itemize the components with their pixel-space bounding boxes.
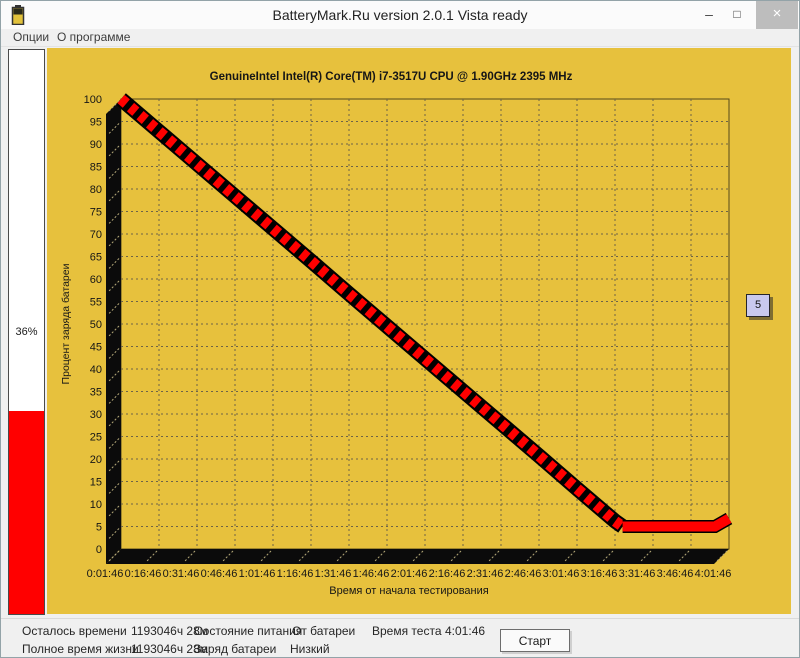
series-mark-5[interactable]: 5 — [746, 294, 770, 317]
battery-discharge-chart: 0 5 10 15 20 25 30 35 40 45 50 55 60 65 70 75 80 85 90 95 10… — [60, 71, 733, 597]
svg-text:2:16:46: 2:16:46 — [429, 568, 466, 580]
svg-text:65: 65 — [90, 252, 102, 264]
svg-text:0:46:46: 0:46:46 — [201, 568, 238, 580]
svg-text:60: 60 — [90, 274, 102, 286]
svg-text:Процент заряда батареи: Процент заряда батареи — [60, 263, 72, 384]
svg-text:0:16:46: 0:16:46 — [125, 568, 162, 580]
svg-text:0: 0 — [96, 544, 102, 556]
statusbar: Осталось времени 1193046ч 28м Состояние … — [1, 618, 799, 657]
svg-text:75: 75 — [90, 207, 102, 219]
svg-text:55: 55 — [90, 297, 102, 309]
svg-text:0:01:46: 0:01:46 — [87, 568, 124, 580]
svg-text:50: 50 — [90, 319, 102, 331]
svg-text:35: 35 — [90, 387, 102, 399]
svg-text:1:16:46: 1:16:46 — [277, 568, 314, 580]
menu-item-about[interactable]: О программе — [57, 30, 131, 44]
time-left-value: 1193046ч 28м — [131, 624, 209, 638]
full-lifetime-value: 1193046ч 28м — [131, 642, 209, 656]
svg-text:2:01:46: 2:01:46 — [391, 568, 428, 580]
svg-text:3:46:46: 3:46:46 — [657, 568, 694, 580]
battery-gauge: 36% — [8, 49, 45, 615]
test-time-value: 4:01:46 — [445, 624, 486, 638]
menubar: Опции О программе — [1, 29, 799, 47]
close-button[interactable]: × — [756, 1, 798, 29]
svg-text:GenuineIntel Intel(R) Core(TM): GenuineIntel Intel(R) Core(TM) i7-3517U … — [210, 71, 573, 83]
svg-text:25: 25 — [90, 432, 102, 444]
svg-text:3:16:46: 3:16:46 — [581, 568, 618, 580]
battery-gauge-fill — [9, 410, 44, 614]
window-title: BatteryMark.Ru version 2.0.1 Vista ready — [272, 7, 528, 23]
svg-text:4:01:46: 4:01:46 — [695, 568, 732, 580]
battery-icon — [11, 5, 25, 25]
start-button[interactable]: Старт — [500, 629, 570, 652]
svg-text:70: 70 — [90, 229, 102, 241]
power-state-label: Состояние питания — [194, 624, 303, 638]
svg-text:15: 15 — [90, 477, 102, 489]
svg-text:85: 85 — [90, 162, 102, 174]
menu-item-options[interactable]: Опции — [13, 30, 50, 44]
test-time-label: Время теста — [372, 624, 442, 638]
svg-text:1:46:46: 1:46:46 — [353, 568, 390, 580]
svg-text:95: 95 — [90, 117, 102, 129]
svg-text:3:01:46: 3:01:46 — [543, 568, 580, 580]
minimize-button[interactable]: – — [705, 6, 713, 22]
svg-text:2:46:46: 2:46:46 — [505, 568, 542, 580]
svg-text:90: 90 — [90, 139, 102, 151]
titlebar: BatteryMark.Ru version 2.0.1 Vista ready… — [1, 1, 799, 29]
full-lifetime-label: Полное время жизни — [22, 642, 139, 656]
svg-text:1:31:46: 1:31:46 — [315, 568, 352, 580]
svg-text:2:31:46: 2:31:46 — [467, 568, 504, 580]
svg-text:100: 100 — [84, 94, 102, 106]
svg-text:3:31:46: 3:31:46 — [619, 568, 656, 580]
svg-text:80: 80 — [90, 184, 102, 196]
battery-charge-label: Заряд батареи — [194, 642, 277, 656]
svg-text:30: 30 — [90, 409, 102, 421]
battery-charge-value: Низкий — [290, 642, 330, 656]
chart-panel: 0 5 10 15 20 25 30 35 40 45 50 55 60 65 70 75 80 85 90 95 10… — [47, 48, 791, 614]
svg-text:1:01:46: 1:01:46 — [239, 568, 276, 580]
svg-text:10: 10 — [90, 499, 102, 511]
maximize-button[interactable]: □ — [733, 7, 741, 21]
svg-text:45: 45 — [90, 342, 102, 354]
battery-percent-label: 36% — [15, 326, 38, 339]
svg-text:40: 40 — [90, 364, 102, 376]
power-state-value: От батареи — [292, 624, 356, 638]
time-left-label: Осталось времени — [22, 624, 127, 638]
svg-text:0:31:46: 0:31:46 — [163, 568, 200, 580]
svg-text:20: 20 — [90, 454, 102, 466]
svg-text:Время от начала тестирования: Время от начала тестирования — [329, 585, 489, 597]
svg-text:5: 5 — [96, 522, 102, 534]
